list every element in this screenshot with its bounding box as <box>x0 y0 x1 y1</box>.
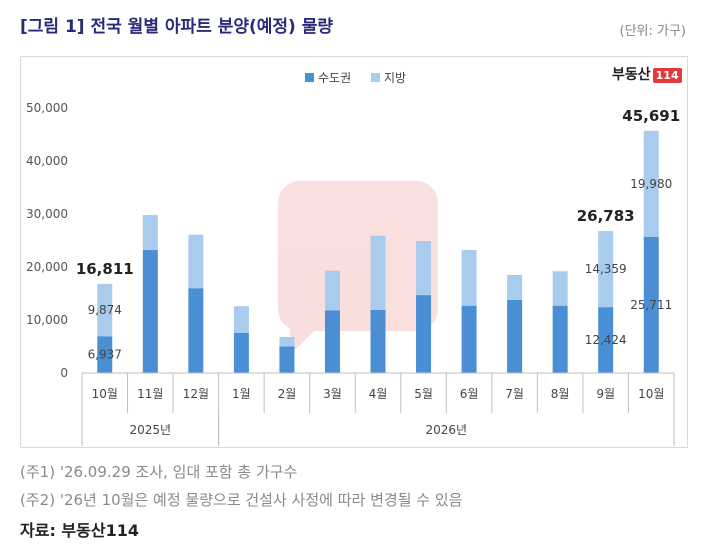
bar-segment-capital <box>461 305 477 373</box>
x-tick-label: 4월 <box>369 387 388 401</box>
bar-segment-region <box>142 215 158 251</box>
bar-segment-region <box>552 271 568 306</box>
x-axis: 10월 11월 12월 1월 2월 3월 4월 5월 6월 7월 8월 9월 10월 2025년 2026년 <box>81 372 675 446</box>
bar-segment-capital <box>324 310 340 373</box>
segment-value-label: 19,980 <box>630 177 672 191</box>
bar-segment-region <box>188 234 204 289</box>
x-tick-label: 10월 <box>638 387 664 401</box>
x-tick-label: 6월 <box>460 387 479 401</box>
bar-segment-capital <box>507 299 523 373</box>
x-tick-label: 8월 <box>551 387 570 401</box>
bar-segment-capital <box>188 288 204 373</box>
x-tick-label: 2월 <box>278 387 297 401</box>
x-group-label: 2026년 <box>426 423 468 437</box>
bar-segment-capital <box>370 309 386 373</box>
brand-name: 부동산 <box>612 67 651 83</box>
x-tick-label: 9월 <box>596 387 615 401</box>
y-tick-label: 0 <box>60 366 68 380</box>
footnote-1: (주1) '26.09.29 조사, 임대 포함 총 가구수 <box>20 463 298 481</box>
legend: 수도권 지방 <box>305 71 406 85</box>
segment-value-label: 9,874 <box>88 303 122 317</box>
legend-swatch-region <box>371 73 380 82</box>
legend-label-region: 지방 <box>384 71 406 85</box>
x-tick-label: 3월 <box>323 387 342 401</box>
bar-segment-region <box>598 231 614 308</box>
bars <box>97 130 659 373</box>
x-tick-label: 7월 <box>505 387 524 401</box>
segment-value-label: 6,937 <box>88 348 122 362</box>
x-tick-label: 10월 <box>92 387 118 401</box>
bar-segment-capital <box>97 336 113 373</box>
x-tick-label: 12월 <box>183 387 209 401</box>
y-tick-label: 10,000 <box>26 313 68 327</box>
x-tick-label: 11월 <box>137 387 163 401</box>
bar-segment-capital <box>643 236 659 373</box>
y-axis: 0 10,000 20,000 30,000 40,000 50,000 <box>26 101 68 380</box>
bar-segment-capital <box>552 305 568 373</box>
bar-segment-region <box>461 250 477 306</box>
bar-segment-capital <box>598 307 614 373</box>
unit-label: (단위: 가구) <box>619 24 687 39</box>
segment-value-label: 25,711 <box>630 298 672 312</box>
bar-segment-region <box>97 283 113 337</box>
segment-value-label: 14,359 <box>585 262 627 276</box>
legend-swatch-capital <box>305 73 314 82</box>
bar-segment-region <box>370 235 386 310</box>
source-label: 자료: 부동산114 <box>20 521 139 540</box>
y-tick-label: 20,000 <box>26 260 68 274</box>
y-tick-label: 50,000 <box>26 101 68 115</box>
brand-badge: 114 <box>652 68 682 83</box>
bar-segment-capital <box>279 346 295 373</box>
bar-segment-region <box>324 270 340 311</box>
bar-segment-region <box>416 241 432 296</box>
total-value-label: 26,783 <box>577 207 635 225</box>
data-labels: 6,937 9,874 12,424 14,359 25,711 19,980 16,811… <box>76 107 680 362</box>
x-tick-label: 1월 <box>232 387 251 401</box>
brand-logo: 부동산 114 <box>612 64 682 84</box>
x-tick-label: 5월 <box>414 387 433 401</box>
y-tick-label: 30,000 <box>26 207 68 221</box>
chart-title: [그림 1] 전국 월별 아파트 분양(예정) 물량 <box>20 17 334 37</box>
chart-frame <box>20 56 688 448</box>
watermark-logo <box>278 181 438 355</box>
y-tick-label: 40,000 <box>26 154 68 168</box>
bar-segment-capital <box>142 250 158 373</box>
total-value-label: 16,811 <box>76 260 134 278</box>
x-group-label: 2025년 <box>130 423 172 437</box>
segment-value-label: 12,424 <box>585 333 627 347</box>
bar-segment-region <box>507 274 523 300</box>
legend-label-capital: 수도권 <box>318 71 351 85</box>
bar-segment-region <box>279 336 295 347</box>
total-value-label: 45,691 <box>622 107 680 125</box>
bar-segment-capital <box>233 332 249 373</box>
bar-segment-region <box>643 130 659 237</box>
footnote-2: (주2) '26년 10월은 예정 물량으로 건설사 사정에 따라 변경될 수 … <box>20 491 463 509</box>
bar-segment-capital <box>416 295 432 373</box>
bar-segment-region <box>233 306 249 333</box>
